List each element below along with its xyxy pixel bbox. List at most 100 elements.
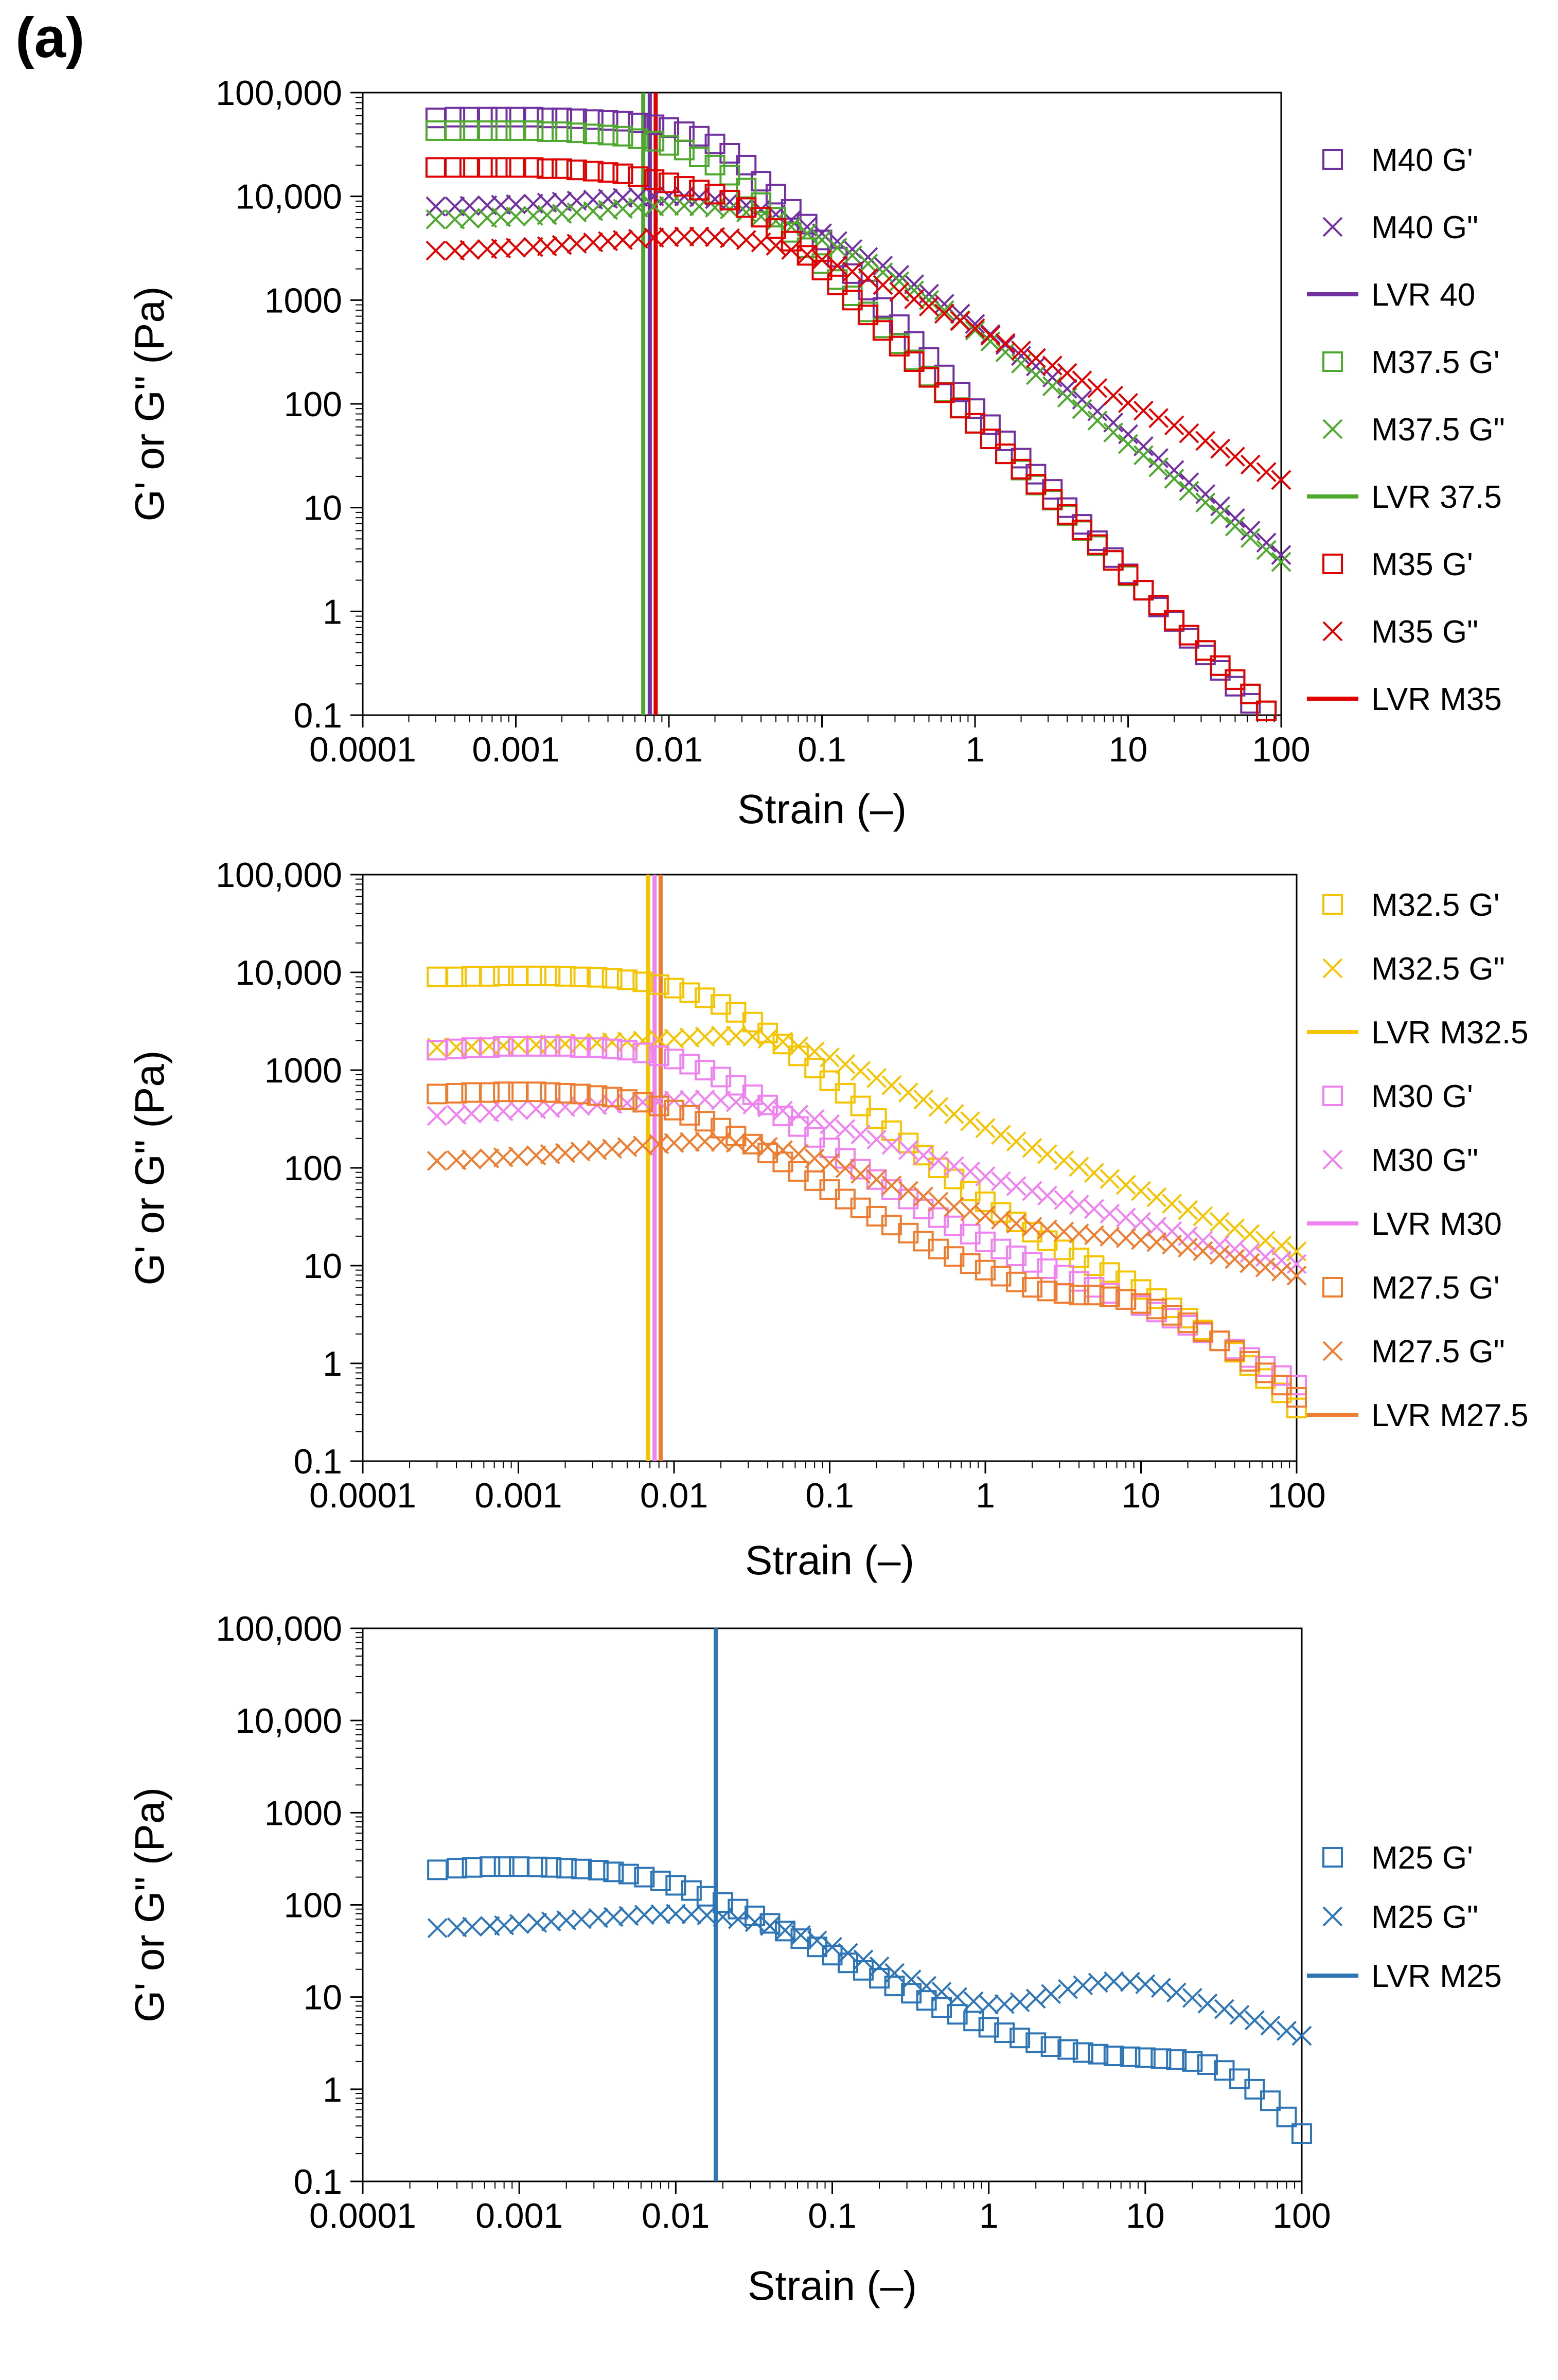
data-point <box>1088 1973 1108 1993</box>
x-tick-label: 0.0001 <box>309 1476 416 1515</box>
data-point <box>1225 516 1245 537</box>
data-point <box>695 987 716 1008</box>
data-point <box>889 271 910 292</box>
data-point <box>566 108 587 129</box>
data-point <box>928 1158 949 1178</box>
data-point <box>556 1910 577 1930</box>
data-point <box>858 268 878 288</box>
data-point <box>1162 1194 1182 1214</box>
data-point <box>866 1108 887 1129</box>
data-point <box>570 1141 591 1162</box>
data-point <box>1133 580 1154 601</box>
data-point <box>664 978 684 999</box>
y-tick-label: 10 <box>303 1247 342 1286</box>
legend: M25 G' M25 G" LVR M25 <box>1307 1840 1502 1994</box>
legend-label: M35 G' <box>1371 547 1473 582</box>
data-point <box>493 1856 515 1877</box>
data-point <box>1148 408 1169 428</box>
data-point <box>1256 700 1277 721</box>
data-point <box>427 1150 447 1171</box>
data-point <box>476 120 498 141</box>
data-point <box>904 351 925 372</box>
data-point <box>1053 1239 1074 1260</box>
data-point <box>616 1089 638 1110</box>
data-point <box>804 1148 825 1169</box>
data-point <box>1006 1213 1026 1234</box>
data-point <box>1178 1237 1198 1258</box>
data-point <box>827 274 848 295</box>
data-point <box>1087 534 1108 555</box>
data-point <box>644 114 665 135</box>
data-point <box>1256 540 1277 560</box>
x-tick-label: 0.1 <box>798 730 846 769</box>
data-point <box>447 1858 468 1879</box>
data-point <box>975 1166 996 1186</box>
data-point <box>719 143 740 164</box>
data-point <box>509 1914 529 1934</box>
data-point <box>1069 1157 1089 1177</box>
data-point <box>1116 1175 1136 1195</box>
data-point <box>773 1140 793 1160</box>
data-point <box>822 1937 842 1957</box>
data-point <box>505 157 526 178</box>
data-point <box>1322 419 1343 439</box>
data-point <box>804 1057 825 1078</box>
data-point <box>788 1105 809 1125</box>
y-axis-title: G' or G" (Pa) <box>127 1050 172 1285</box>
data-point <box>1240 454 1261 475</box>
data-point <box>659 196 679 216</box>
data-point <box>944 1156 964 1177</box>
data-point <box>1054 1150 1074 1171</box>
data-point <box>725 1092 746 1112</box>
data-point <box>975 1118 996 1139</box>
data-point <box>674 139 695 161</box>
x-tick-label: 0.0001 <box>309 730 416 769</box>
x-tick-label: 1 <box>979 2196 999 2235</box>
data-point <box>552 158 573 179</box>
data-point <box>1322 1906 1343 1927</box>
data-point <box>597 110 618 131</box>
legend-label: M32.5 G' <box>1371 887 1500 923</box>
legend-label: LVR 40 <box>1371 277 1475 313</box>
data-point <box>1286 1375 1307 1396</box>
data-point <box>947 2004 968 2025</box>
data-point <box>1103 2046 1124 2067</box>
data-point <box>1322 958 1343 979</box>
panel-label: (a) <box>15 6 85 69</box>
data-point <box>820 1153 840 1174</box>
data-point <box>851 1061 871 1081</box>
data-point <box>980 324 1001 344</box>
data-point <box>1146 1299 1167 1320</box>
data-point <box>1255 1231 1276 1251</box>
data-point <box>1271 545 1291 565</box>
legend-label: M40 G' <box>1371 143 1473 178</box>
data-point <box>1224 1340 1245 1361</box>
data-point <box>881 1075 902 1095</box>
data-point <box>597 162 618 183</box>
data-point <box>571 1909 592 1929</box>
data-point <box>628 112 649 133</box>
data-point <box>1255 1362 1276 1383</box>
data-point <box>632 971 653 992</box>
data-point <box>1260 2090 1281 2111</box>
data-point <box>659 135 679 156</box>
data-point <box>427 1106 447 1126</box>
data-point <box>975 1205 996 1226</box>
data-point <box>881 1215 902 1236</box>
data-point <box>960 1111 981 1131</box>
data-point <box>965 413 985 434</box>
data-point <box>566 234 587 254</box>
x-tick-label: 0.1 <box>808 2196 857 2235</box>
data-point <box>427 1040 448 1061</box>
data-point <box>446 1038 467 1059</box>
data-point <box>1054 1189 1074 1210</box>
data-point <box>781 240 802 260</box>
chart-panel-3: 0.0001 0.001 0.01 0.1 1 10 100 0.1 1 10 100 1000 10,… <box>127 1609 1502 2308</box>
data-point <box>881 1134 902 1155</box>
data-point <box>1148 595 1169 616</box>
data-point <box>597 125 618 146</box>
data-point <box>649 1134 669 1155</box>
data-point <box>913 1186 934 1206</box>
data-point <box>1103 550 1124 571</box>
